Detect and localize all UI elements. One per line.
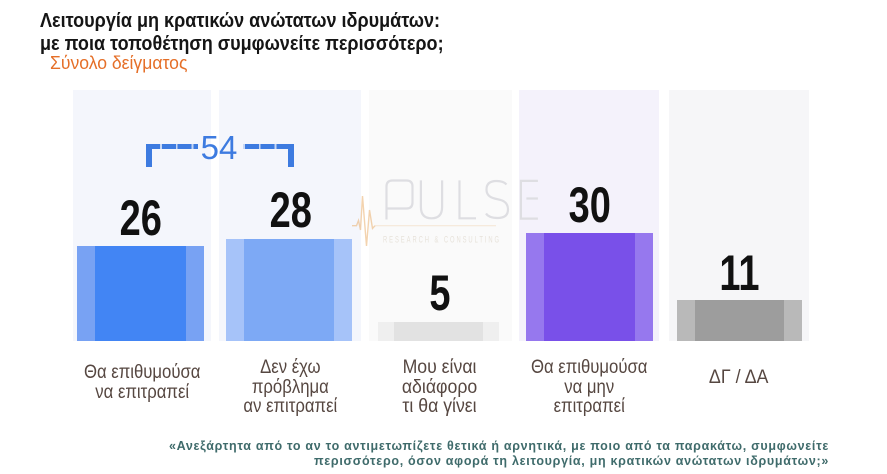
svg-text:RESEARCH & CONSULTING: RESEARCH & CONSULTING: [383, 235, 501, 245]
